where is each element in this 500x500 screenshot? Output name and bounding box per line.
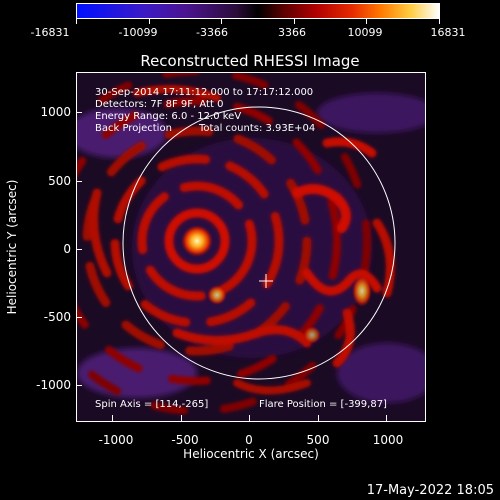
x-axis-tick bbox=[318, 415, 319, 421]
info-total-counts: Total counts: 3.93E+04 bbox=[199, 123, 316, 134]
colorbar-tick bbox=[221, 18, 222, 24]
flare-position-cross bbox=[259, 274, 273, 288]
y-axis-tick bbox=[76, 385, 82, 386]
x-tick-label: 0 bbox=[245, 433, 253, 447]
info-energy-range: Energy Range: 6.0 - 12.0 keV bbox=[95, 111, 242, 122]
x-tick-label: 1000 bbox=[372, 433, 404, 447]
x-tick-label: 500 bbox=[306, 433, 330, 447]
colorbar-tick bbox=[439, 18, 440, 24]
colorbar-gradient bbox=[76, 3, 440, 19]
x-axis-tick bbox=[112, 415, 113, 421]
colorbar-label: -16831 bbox=[30, 26, 70, 39]
y-tick-label: -500 bbox=[43, 310, 71, 324]
rhessi-image: 30-Sep-2014 17:11:12.000 to 17:17:12.000… bbox=[76, 72, 426, 422]
y-tick-label: 500 bbox=[48, 174, 71, 188]
y-axis-tick bbox=[76, 181, 82, 182]
colorbar bbox=[76, 3, 440, 24]
x-axis-label: Heliocentric X (arcsec) bbox=[183, 447, 319, 461]
x-tick-label: -500 bbox=[171, 433, 199, 447]
colorbar-label: 10099 bbox=[347, 26, 383, 39]
image-title: Reconstructed RHESSI Image bbox=[140, 52, 360, 70]
colorbar-tick bbox=[76, 18, 77, 24]
y-axis-tick bbox=[76, 317, 82, 318]
colorbar-tick bbox=[294, 18, 295, 24]
info-spin-axis: Spin Axis = [114,-265] bbox=[95, 399, 209, 410]
x-axis-tick bbox=[249, 415, 250, 421]
info-time-range: 30-Sep-2014 17:11:12.000 to 17:17:12.000 bbox=[95, 87, 314, 98]
reconstructed-map bbox=[77, 73, 425, 421]
colorbar-label: -10099 bbox=[118, 26, 158, 39]
y-tick-label: -1000 bbox=[36, 378, 71, 392]
y-tick-label: 0 bbox=[63, 242, 71, 256]
colorbar-label: 3366 bbox=[278, 26, 306, 39]
x-axis-tick bbox=[181, 415, 182, 421]
colorbar-tick bbox=[366, 18, 367, 24]
y-axis-tick bbox=[76, 249, 82, 250]
info-detectors: Detectors: 7F 8F 9F, Att 0 bbox=[95, 99, 224, 110]
y-axis-label: Heliocentric Y (arcsec) bbox=[5, 179, 19, 315]
info-method: Back Projection bbox=[95, 123, 172, 134]
colorbar-tick bbox=[149, 18, 150, 24]
y-tick-label: 1000 bbox=[40, 105, 71, 119]
solar-limb-circle bbox=[122, 106, 396, 380]
colorbar-label: 16831 bbox=[430, 26, 466, 39]
generated-timestamp: 17-May-2022 18:05 bbox=[366, 483, 494, 498]
colorbar-label: -3366 bbox=[196, 26, 228, 39]
info-flare-position: Flare Position = [-399,87] bbox=[259, 399, 387, 410]
x-axis-tick bbox=[386, 415, 387, 421]
y-axis-tick bbox=[76, 112, 82, 113]
x-tick-label: -1000 bbox=[98, 433, 134, 447]
